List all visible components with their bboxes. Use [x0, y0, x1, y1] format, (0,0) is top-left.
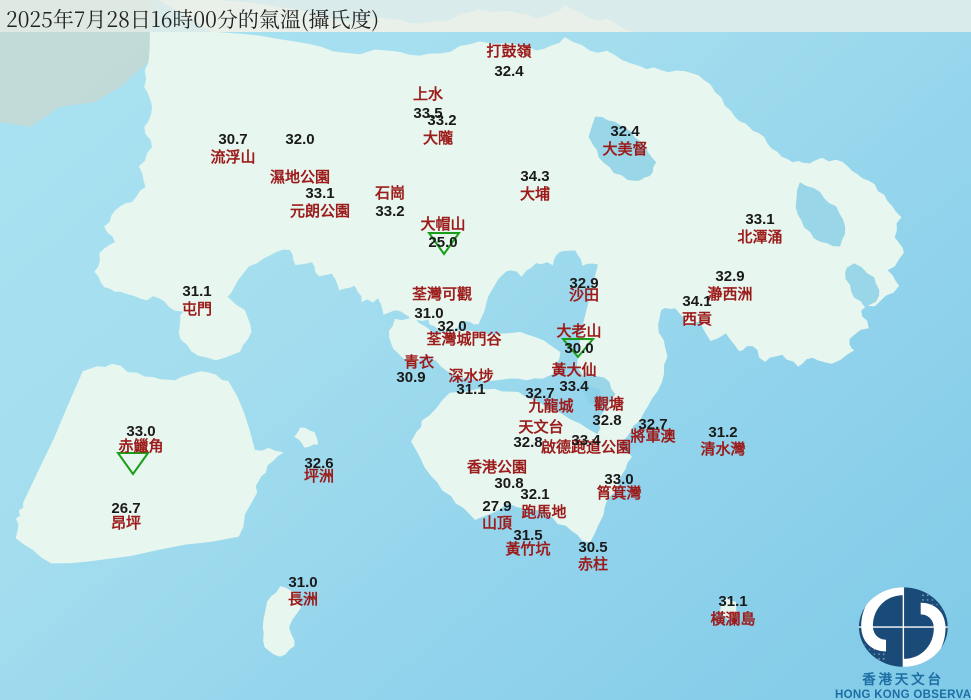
- svg-text:香港天文台: 香港天文台: [861, 671, 944, 687]
- svg-text:HONG KONG OBSERVATORY: HONG KONG OBSERVATORY: [835, 689, 971, 700]
